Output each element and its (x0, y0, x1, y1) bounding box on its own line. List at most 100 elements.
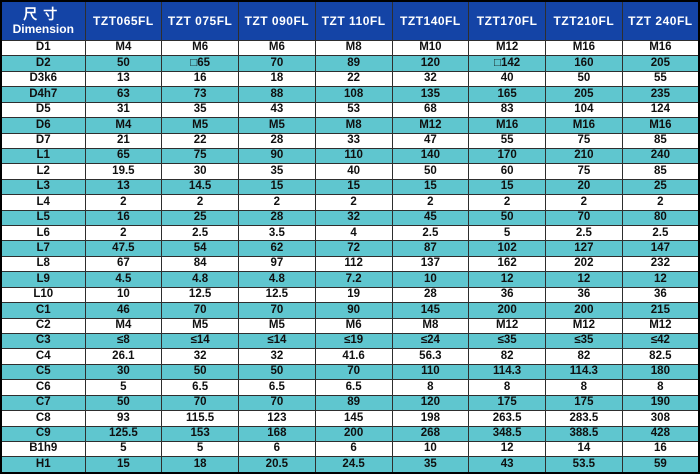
table-cell: 200 (314, 425, 393, 442)
column-header: TZT 110FL (314, 0, 393, 41)
row-label: C5 (0, 363, 86, 381)
table-cell: 4.8 (161, 271, 239, 288)
table-row: L3 13 14.5 15 15 15 15 20 25 (0, 178, 700, 196)
table-cell: 108 (314, 86, 393, 103)
table-cell: 120 (391, 394, 470, 412)
table-cell: 2.5 (391, 225, 470, 242)
table-cell: 120 (391, 55, 470, 72)
table-cell: 56.3 (391, 348, 470, 365)
row-label: L3 (0, 178, 86, 196)
table-cell: 50 (84, 394, 163, 412)
table-cell: 41.6 (314, 348, 393, 365)
table-cell: 124 (621, 101, 700, 119)
row-label: C3 (0, 333, 86, 350)
dimension-label-cn: 尺寸 (23, 6, 64, 22)
table-cell: M16 (621, 39, 700, 57)
table-cell: 6 (238, 440, 316, 458)
column-header: TZT140FL (391, 0, 470, 41)
table-cell: M12 (468, 39, 546, 57)
table-cell: 170 (468, 147, 546, 165)
table-cell: 165 (468, 86, 546, 103)
row-label: C9 (0, 425, 86, 442)
table-cell: 110 (391, 363, 470, 381)
table-cell: 50 (161, 363, 239, 381)
table-cell: 35 (391, 456, 470, 474)
table-cell: 205 (621, 55, 700, 72)
table-cell: 70 (238, 394, 316, 412)
table-cell: 235 (621, 86, 700, 103)
dimension-label-en: Dimension (12, 22, 74, 36)
table-cell: 153 (161, 425, 239, 442)
table-row: L10 10 12.5 12.5 19 28 36 36 36 (0, 286, 700, 304)
table-cell: 14.5 (161, 178, 239, 196)
table-cell: 19.5 (84, 163, 163, 180)
row-label: D5 (0, 101, 86, 119)
row-label: C8 (0, 410, 86, 427)
table-cell: 428 (621, 425, 700, 442)
table-cell: 210 (545, 147, 623, 165)
table-row: C2 M4 M5 M5 M6 M8 M12 M12 M12 (0, 317, 700, 335)
table-cell: 348.5 (468, 425, 546, 442)
row-label: D4h7 (0, 86, 86, 103)
table-cell: 25 (161, 209, 239, 227)
table-cell: 14 (545, 440, 623, 458)
table-cell: 104 (545, 101, 623, 119)
table-cell: 112 (314, 255, 393, 273)
table-cell: 22 (314, 70, 393, 88)
table-cell: 16 (84, 209, 163, 227)
table-row: L8 67 84 97 112 137 162 202 232 (0, 255, 700, 273)
table-cell: 102 (468, 240, 546, 257)
table-cell: 15 (238, 178, 316, 196)
table-row: H1 15 18 20.5 24.5 35 43 53.5 59 (0, 456, 700, 474)
table-cell: 202 (545, 255, 623, 273)
row-label: D3k6 (0, 70, 86, 88)
table-cell: 263.5 (468, 410, 546, 427)
table-cell: 5 (84, 379, 163, 396)
table-cell: M5 (238, 317, 316, 335)
table-row: C8 93 115.5 123 145 198 263.5 283.5 308 (0, 410, 700, 427)
table-cell: 93 (84, 410, 163, 427)
column-header: TZT 240FL (621, 0, 700, 41)
table-cell: 80 (621, 209, 700, 227)
table-cell: ≤35 (545, 333, 623, 350)
row-label: L2 (0, 163, 86, 180)
table-cell: 20.5 (238, 456, 316, 474)
table-cell: 4.8 (238, 271, 316, 288)
table-cell: 175 (468, 394, 546, 412)
table-cell: M4 (84, 317, 163, 335)
table-cell: 36 (468, 286, 546, 304)
table-cell: 70 (314, 363, 393, 381)
table-cell: M12 (545, 317, 623, 335)
table-cell: 55 (621, 70, 700, 88)
table-cell: M8 (314, 39, 393, 57)
table-cell: 10 (391, 440, 470, 458)
table-cell: 43 (468, 456, 546, 474)
table-cell: 62 (238, 240, 316, 257)
table-cell: 4.5 (84, 271, 163, 288)
table-cell: 215 (621, 302, 700, 319)
table-cell: 60 (468, 163, 546, 180)
table-cell: 88 (238, 86, 316, 103)
table-cell: 55 (468, 132, 546, 149)
table-cell: 140 (391, 147, 470, 165)
table-cell: M12 (391, 117, 470, 134)
row-label: L1 (0, 147, 86, 165)
table-cell: 47.5 (84, 240, 163, 257)
table-cell: 82 (545, 348, 623, 365)
table-cell: 89 (314, 394, 393, 412)
table-cell: M5 (161, 117, 239, 134)
row-label: L7 (0, 240, 86, 257)
table-cell: 50 (238, 363, 316, 381)
dimension-header-cell: 尺寸 Dimension (0, 0, 86, 41)
table-cell: ≤35 (468, 333, 546, 350)
table-cell: 127 (545, 240, 623, 257)
table-cell: 2.5 (621, 225, 700, 242)
table-cell: 12.5 (238, 286, 316, 304)
table-cell: 43 (238, 101, 316, 119)
table-cell: 28 (238, 209, 316, 227)
table-cell: 97 (238, 255, 316, 273)
table-cell: 6.5 (314, 379, 393, 396)
table-row: C4 26.1 32 32 41.6 56.3 82 82 82.5 (0, 348, 700, 365)
table-cell: 6.5 (238, 379, 316, 396)
column-header: TZT210FL (545, 0, 623, 41)
